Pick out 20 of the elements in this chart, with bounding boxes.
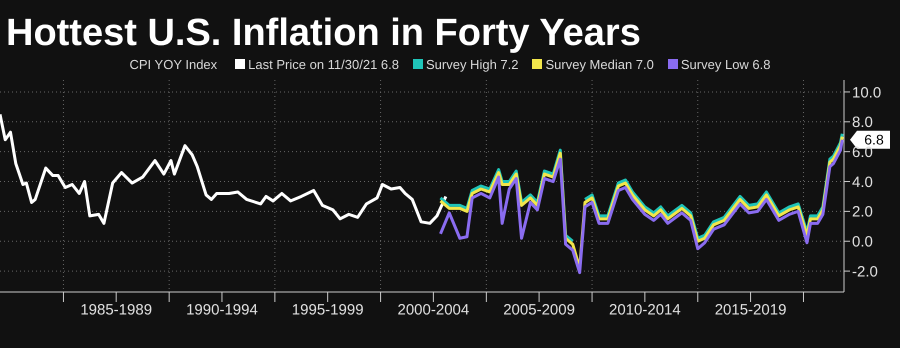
- y-tick-label: 0.0: [852, 234, 873, 251]
- x-tick-label: 1995-1999: [292, 302, 364, 319]
- x-tick-label: 2010-2014: [608, 302, 681, 319]
- y-tick-label: 8.0: [852, 114, 873, 132]
- x-tick-label: 2015-2019: [714, 302, 786, 319]
- legend-label: Survey Low 6.8: [680, 56, 770, 72]
- y-tick-label: 2.0: [852, 204, 873, 221]
- y-tick-label: 10.0: [852, 84, 882, 102]
- x-tick-label: 1985-1989: [80, 302, 152, 319]
- legend-label: Last Price on 11/30/21 6.8: [247, 56, 399, 72]
- x-tick-label: 2000-2004: [398, 302, 470, 319]
- y-tick-label: -2.0: [852, 263, 878, 280]
- chart-title: Hottest U.S. Inflation in Forty Years: [5, 11, 642, 54]
- legend-title: CPI YOY Index: [129, 56, 218, 72]
- line-series: [0, 112, 448, 225]
- y-tick-label: 4.0: [852, 174, 873, 191]
- x-tick-label: 2005-2009: [503, 302, 575, 319]
- legend-label: Survey Median 7.0: [544, 56, 654, 72]
- x-tick-label: 1990-1994: [186, 302, 258, 319]
- legend-label: Survey High 7.2: [424, 56, 518, 72]
